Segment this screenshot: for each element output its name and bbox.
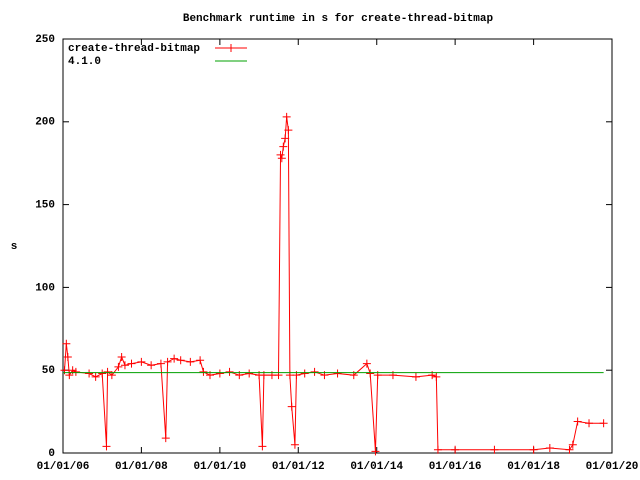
x-tick-label: 01/01/10	[193, 461, 246, 473]
point-marker	[215, 369, 224, 378]
x-tick-label: 01/01/14	[350, 461, 403, 473]
point-marker	[279, 142, 288, 151]
y-tick-label: 200	[35, 117, 55, 129]
point-marker	[161, 434, 170, 443]
chart-title: Benchmark runtime in s for create-thread…	[183, 13, 494, 25]
point-marker	[290, 440, 299, 449]
x-tick-label: 01/01/18	[507, 461, 560, 473]
point-marker	[186, 357, 195, 366]
point-marker	[565, 445, 574, 454]
point-marker	[411, 372, 420, 381]
point-marker	[599, 419, 608, 428]
point-marker	[120, 361, 129, 370]
point-marker	[433, 445, 442, 454]
x-tick-label: 01/01/06	[37, 461, 90, 473]
plot-border	[62, 38, 613, 454]
point-marker	[287, 402, 296, 411]
legend-label: 4.1.0	[68, 56, 101, 68]
point-marker	[284, 126, 293, 135]
y-tick-label: 50	[42, 365, 55, 377]
point-marker	[277, 154, 286, 163]
point-marker	[199, 367, 208, 376]
point-marker	[432, 372, 441, 381]
x-tick-label: 01/01/20	[586, 461, 639, 473]
point-marker	[163, 357, 172, 366]
point-marker	[147, 361, 156, 370]
point-marker	[245, 369, 254, 378]
point-marker	[276, 150, 285, 159]
point-marker	[196, 356, 205, 365]
x-tick-label: 01/01/08	[115, 461, 168, 473]
point-marker	[127, 359, 136, 368]
y-tick-label: 0	[48, 448, 55, 460]
point-marker	[170, 354, 179, 363]
legend-label: create-thread-bitmap	[68, 43, 200, 55]
point-marker	[117, 352, 126, 361]
point-marker	[451, 445, 460, 454]
x-tick-label: 01/01/12	[272, 461, 325, 473]
point-marker	[91, 372, 100, 381]
point-marker	[103, 367, 112, 376]
y-tick-label: 100	[35, 282, 55, 294]
point-marker	[114, 362, 123, 371]
point-marker	[529, 445, 538, 454]
point-marker	[585, 419, 594, 428]
point-marker	[258, 442, 267, 451]
point-marker	[156, 359, 165, 368]
point-marker	[281, 134, 290, 143]
point-marker	[98, 369, 107, 378]
point-marker	[545, 444, 554, 453]
point-marker	[137, 357, 146, 366]
point-marker	[310, 367, 319, 376]
point-marker	[176, 356, 185, 365]
point-marker	[333, 369, 342, 378]
legend-marker	[227, 44, 235, 52]
point-marker	[568, 440, 577, 449]
y-tick-label: 150	[35, 200, 55, 212]
point-marker	[366, 369, 375, 378]
y-axis-label: s	[11, 241, 18, 253]
point-marker	[225, 367, 234, 376]
point-marker	[85, 369, 94, 378]
point-marker	[62, 339, 71, 348]
point-marker	[371, 447, 380, 456]
point-marker	[362, 359, 371, 368]
point-marker	[573, 417, 582, 426]
point-marker	[63, 352, 72, 361]
point-marker	[71, 367, 80, 376]
y-tick-label: 250	[35, 34, 55, 46]
point-marker	[102, 442, 111, 451]
point-marker	[282, 112, 291, 121]
point-marker	[490, 445, 499, 454]
point-marker	[300, 369, 309, 378]
x-tick-label: 01/01/16	[429, 461, 482, 473]
